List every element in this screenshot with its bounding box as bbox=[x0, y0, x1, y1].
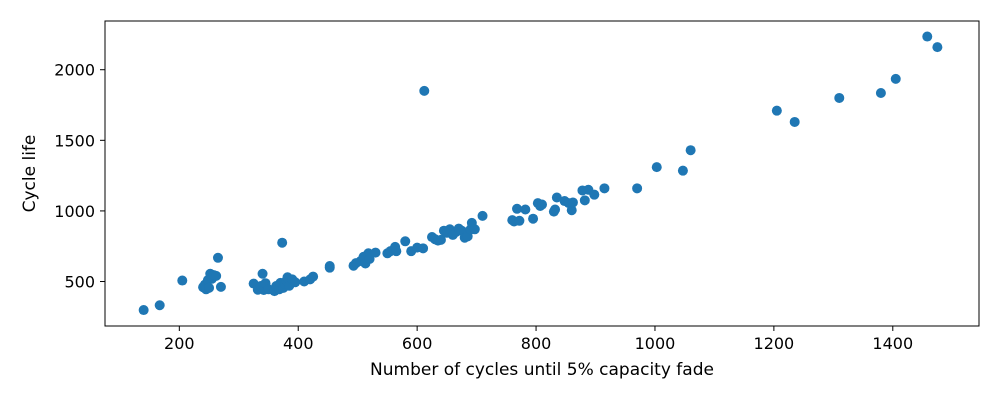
data-point bbox=[290, 277, 301, 288]
data-point bbox=[277, 237, 288, 248]
data-point bbox=[138, 305, 149, 316]
data-point bbox=[204, 282, 215, 293]
data-point bbox=[177, 275, 188, 286]
data-point bbox=[364, 253, 375, 264]
data-point bbox=[550, 204, 561, 215]
data-point bbox=[324, 260, 335, 271]
data-point bbox=[257, 268, 268, 279]
data-point bbox=[632, 183, 643, 194]
data-point bbox=[308, 271, 319, 282]
data-point bbox=[370, 247, 381, 258]
data-point bbox=[677, 165, 688, 176]
x-tick-label: 200 bbox=[164, 334, 195, 353]
x-tick-label: 1000 bbox=[635, 334, 676, 353]
data-point bbox=[514, 215, 525, 226]
y-tick-label: 1500 bbox=[54, 131, 95, 150]
data-point bbox=[419, 85, 430, 96]
data-point bbox=[922, 31, 933, 42]
data-point bbox=[418, 243, 429, 254]
data-point bbox=[932, 42, 943, 53]
data-points bbox=[138, 31, 943, 316]
data-point bbox=[599, 183, 610, 194]
data-point bbox=[789, 116, 800, 127]
data-point bbox=[834, 92, 845, 103]
data-point bbox=[435, 234, 446, 245]
y-tick-label: 2000 bbox=[54, 61, 95, 80]
x-tick-label: 1400 bbox=[872, 334, 913, 353]
data-point bbox=[512, 203, 523, 214]
x-tick-label: 600 bbox=[402, 334, 433, 353]
data-point bbox=[771, 105, 782, 116]
data-point bbox=[579, 195, 590, 206]
x-tick-label: 1200 bbox=[754, 334, 795, 353]
data-point bbox=[477, 210, 488, 221]
data-point bbox=[211, 270, 222, 281]
y-tick-label: 500 bbox=[64, 273, 95, 292]
plot-frame bbox=[104, 20, 980, 327]
x-axis-label: Number of cycles until 5% capacity fade bbox=[370, 360, 714, 380]
data-point bbox=[589, 189, 600, 200]
x-axis-ticks: 200 400 600 800 1000 1200 1400 bbox=[164, 326, 913, 353]
y-axis-ticks: 500 1000 1500 2000 bbox=[54, 61, 105, 292]
data-point bbox=[651, 162, 662, 173]
x-tick-label: 800 bbox=[521, 334, 552, 353]
data-point bbox=[154, 300, 165, 311]
data-point bbox=[391, 246, 402, 257]
data-point bbox=[551, 192, 562, 203]
data-point bbox=[400, 236, 411, 247]
x-tick-label: 400 bbox=[283, 334, 314, 353]
data-point bbox=[537, 199, 547, 210]
data-point bbox=[875, 88, 886, 99]
data-point bbox=[566, 205, 577, 216]
data-point bbox=[567, 197, 578, 208]
y-tick-label: 1000 bbox=[54, 202, 95, 221]
data-point bbox=[215, 281, 226, 292]
data-point bbox=[890, 73, 901, 84]
y-axis-label: Cycle life bbox=[20, 135, 40, 213]
data-point bbox=[685, 145, 696, 156]
data-point bbox=[212, 252, 223, 263]
data-point bbox=[528, 213, 539, 224]
data-point bbox=[520, 204, 531, 215]
data-point bbox=[469, 224, 480, 235]
